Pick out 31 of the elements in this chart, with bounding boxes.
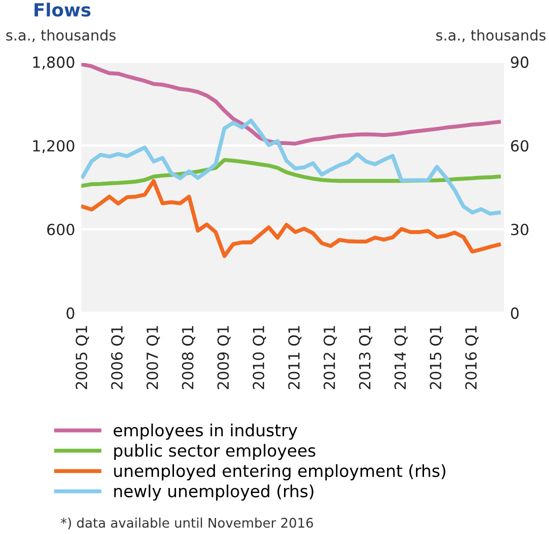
legend-label: newly unemployed (rhs) — [114, 484, 314, 501]
line-series — [80, 118, 501, 216]
x-tick-label: 2007 Q1 — [146, 326, 160, 390]
x-tick-label: 2014 Q1 — [394, 326, 408, 390]
y-tick-label: 1,800 — [33, 56, 74, 70]
y-axis-title: s.a., thousands — [6, 29, 116, 42]
x-tick-label: 2016 Q1 — [465, 326, 479, 390]
x-tick-label: 2013 Q1 — [358, 326, 372, 390]
chart-title: Flows — [34, 2, 90, 17]
y2-tick-label: 0 — [510, 307, 519, 319]
y2-axis-title: s.a., thousands — [436, 29, 546, 42]
x-tick-label: 2012 Q1 — [324, 326, 337, 390]
legend-label: unemployed entering employment (rhs) — [114, 464, 446, 480]
y-tick-label: 1,200 — [33, 140, 74, 154]
legend-label: public sector employees — [114, 444, 316, 460]
x-tick-label: 2005 Q1 — [76, 326, 89, 390]
x-tick-label: 2009 Q1 — [217, 326, 231, 390]
y2-tick-label: 90 — [510, 56, 528, 68]
line-series — [80, 62, 501, 146]
line-series — [80, 179, 501, 258]
x-tick-label: 2011 Q1 — [288, 326, 302, 390]
y-tick-label: 600 — [47, 224, 74, 236]
x-tick-label: 2015 Q1 — [430, 326, 444, 390]
x-tick-label: 2008 Q1 — [182, 326, 196, 390]
x-tick-label: 2010 Q1 — [252, 326, 266, 390]
x-tick-label: 2006 Q1 — [111, 326, 124, 390]
legend-label: employees in industry — [114, 424, 298, 440]
y-tick-label: 0 — [66, 307, 74, 319]
text: *) data available until November 2016 — [60, 518, 313, 530]
y2-tick-label: 30 — [511, 224, 528, 236]
y2-tick-label: 60 — [511, 140, 528, 152]
